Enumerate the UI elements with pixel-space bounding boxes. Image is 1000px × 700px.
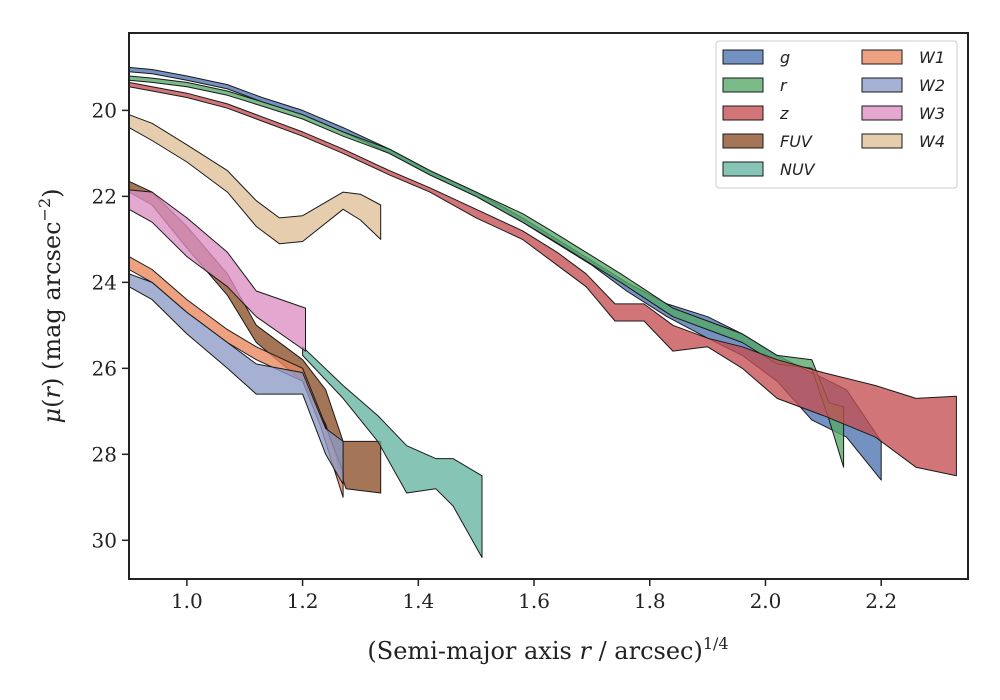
legend-entry-g: g bbox=[722, 48, 790, 67]
band-nuv bbox=[302, 346, 483, 558]
y-axis-label: μ(r) (mag arcsec−2) bbox=[35, 188, 66, 423]
legend-swatch bbox=[722, 77, 764, 93]
y-tick-label: 28 bbox=[92, 442, 117, 466]
legend-entry-w3: W3 bbox=[861, 104, 945, 123]
y-tick-label: 30 bbox=[92, 528, 117, 552]
legend-swatch bbox=[722, 133, 764, 149]
x-tick-label: 1.8 bbox=[634, 589, 666, 613]
legend-swatch bbox=[861, 105, 903, 121]
band-z bbox=[128, 81, 957, 477]
legend-label: r bbox=[780, 76, 788, 95]
legend-label: z bbox=[779, 104, 789, 123]
legend-label: W3 bbox=[919, 104, 945, 123]
legend-swatch bbox=[861, 49, 903, 65]
y-axis-ticks: 20 22 24 26 28 30 bbox=[92, 98, 129, 552]
y-tick-label: 26 bbox=[92, 356, 117, 380]
x-tick-label: 1.4 bbox=[402, 589, 434, 613]
band-w3 bbox=[128, 189, 306, 352]
legend-label: g bbox=[780, 48, 790, 67]
band-w4 bbox=[128, 114, 382, 245]
band-r bbox=[128, 75, 845, 468]
legend-entry-w4: W4 bbox=[861, 132, 945, 151]
legend-swatch bbox=[861, 133, 903, 149]
legend-label: NUV bbox=[780, 160, 816, 179]
legend-entry-fuv: FUV bbox=[722, 132, 813, 151]
y-tick-label: 24 bbox=[92, 270, 117, 294]
legend-entry-w1: W1 bbox=[861, 48, 945, 67]
legend-label: W4 bbox=[919, 132, 945, 151]
x-tick-label: 1.6 bbox=[518, 589, 550, 613]
legend: grz FUV NUV W1 W2 W3 W4 bbox=[715, 40, 958, 189]
legend-swatch bbox=[722, 105, 764, 121]
legend-entry-z: z bbox=[722, 104, 789, 123]
legend-swatch bbox=[722, 161, 764, 177]
legend-entry-r: r bbox=[722, 76, 788, 95]
legend-label: FUV bbox=[780, 132, 813, 151]
legend-swatch bbox=[861, 77, 903, 93]
x-axis-label: (Semi-major axis r / arcsec)1/4 bbox=[367, 634, 728, 665]
y-tick-label: 22 bbox=[92, 184, 117, 208]
legend-entry-w2: W2 bbox=[861, 76, 945, 95]
x-tick-label: 1.0 bbox=[171, 589, 203, 613]
x-tick-label: 1.2 bbox=[287, 589, 319, 613]
legend-swatch bbox=[722, 49, 764, 65]
legend-entry-nuv: NUV bbox=[722, 160, 816, 179]
profile-bands bbox=[128, 66, 957, 558]
x-axis-ticks: 1.0 1.2 1.4 1.6 1.8 2.0 2.2 bbox=[171, 579, 897, 613]
legend-entries: grz FUV NUV W1 W2 W3 W4 bbox=[722, 48, 945, 179]
x-tick-label: 2.0 bbox=[750, 589, 782, 613]
x-tick-label: 2.2 bbox=[865, 589, 897, 613]
band-w2 bbox=[128, 273, 344, 485]
y-tick-label: 20 bbox=[92, 98, 117, 122]
axes-frame bbox=[128, 32, 969, 580]
legend-label: W2 bbox=[919, 76, 945, 95]
legend-label: W1 bbox=[919, 48, 945, 67]
